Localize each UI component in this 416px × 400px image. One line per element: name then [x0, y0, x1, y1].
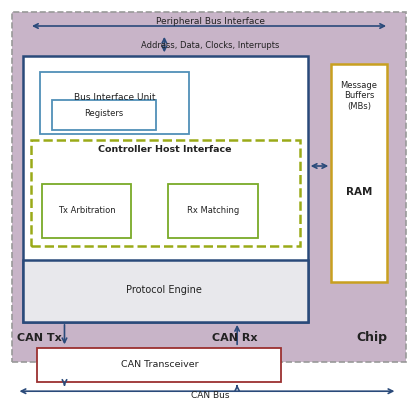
Bar [331, 64, 387, 282]
Text: CAN Bus: CAN Bus [191, 391, 229, 400]
Text: CAN Transceiver: CAN Transceiver [121, 360, 198, 369]
Bar [31, 140, 300, 246]
Bar [37, 348, 281, 382]
Text: Registers: Registers [84, 110, 124, 118]
Bar [23, 56, 308, 322]
Text: Protocol Engine: Protocol Engine [126, 285, 202, 295]
Bar [42, 184, 131, 238]
Bar [52, 100, 156, 130]
Text: CAN Tx: CAN Tx [17, 333, 62, 343]
Text: Peripheral Bus Interface: Peripheral Bus Interface [156, 18, 265, 26]
Text: CAN Rx: CAN Rx [212, 333, 258, 343]
Bar [12, 12, 406, 362]
Text: Bus Interface Unit: Bus Interface Unit [74, 94, 155, 102]
Text: RAM: RAM [346, 187, 372, 197]
Bar [40, 72, 189, 134]
Text: Message
Buffers
(MBs): Message Buffers (MBs) [341, 81, 377, 111]
Text: Tx Arbitration: Tx Arbitration [58, 206, 115, 215]
Text: Rx Matching: Rx Matching [187, 206, 240, 215]
Bar [23, 260, 308, 322]
Text: Address, Data, Clocks, Interrupts: Address, Data, Clocks, Interrupts [141, 42, 279, 50]
Text: Controller Host Interface: Controller Host Interface [98, 146, 231, 154]
Bar [168, 184, 258, 238]
Text: Chip: Chip [357, 332, 388, 344]
